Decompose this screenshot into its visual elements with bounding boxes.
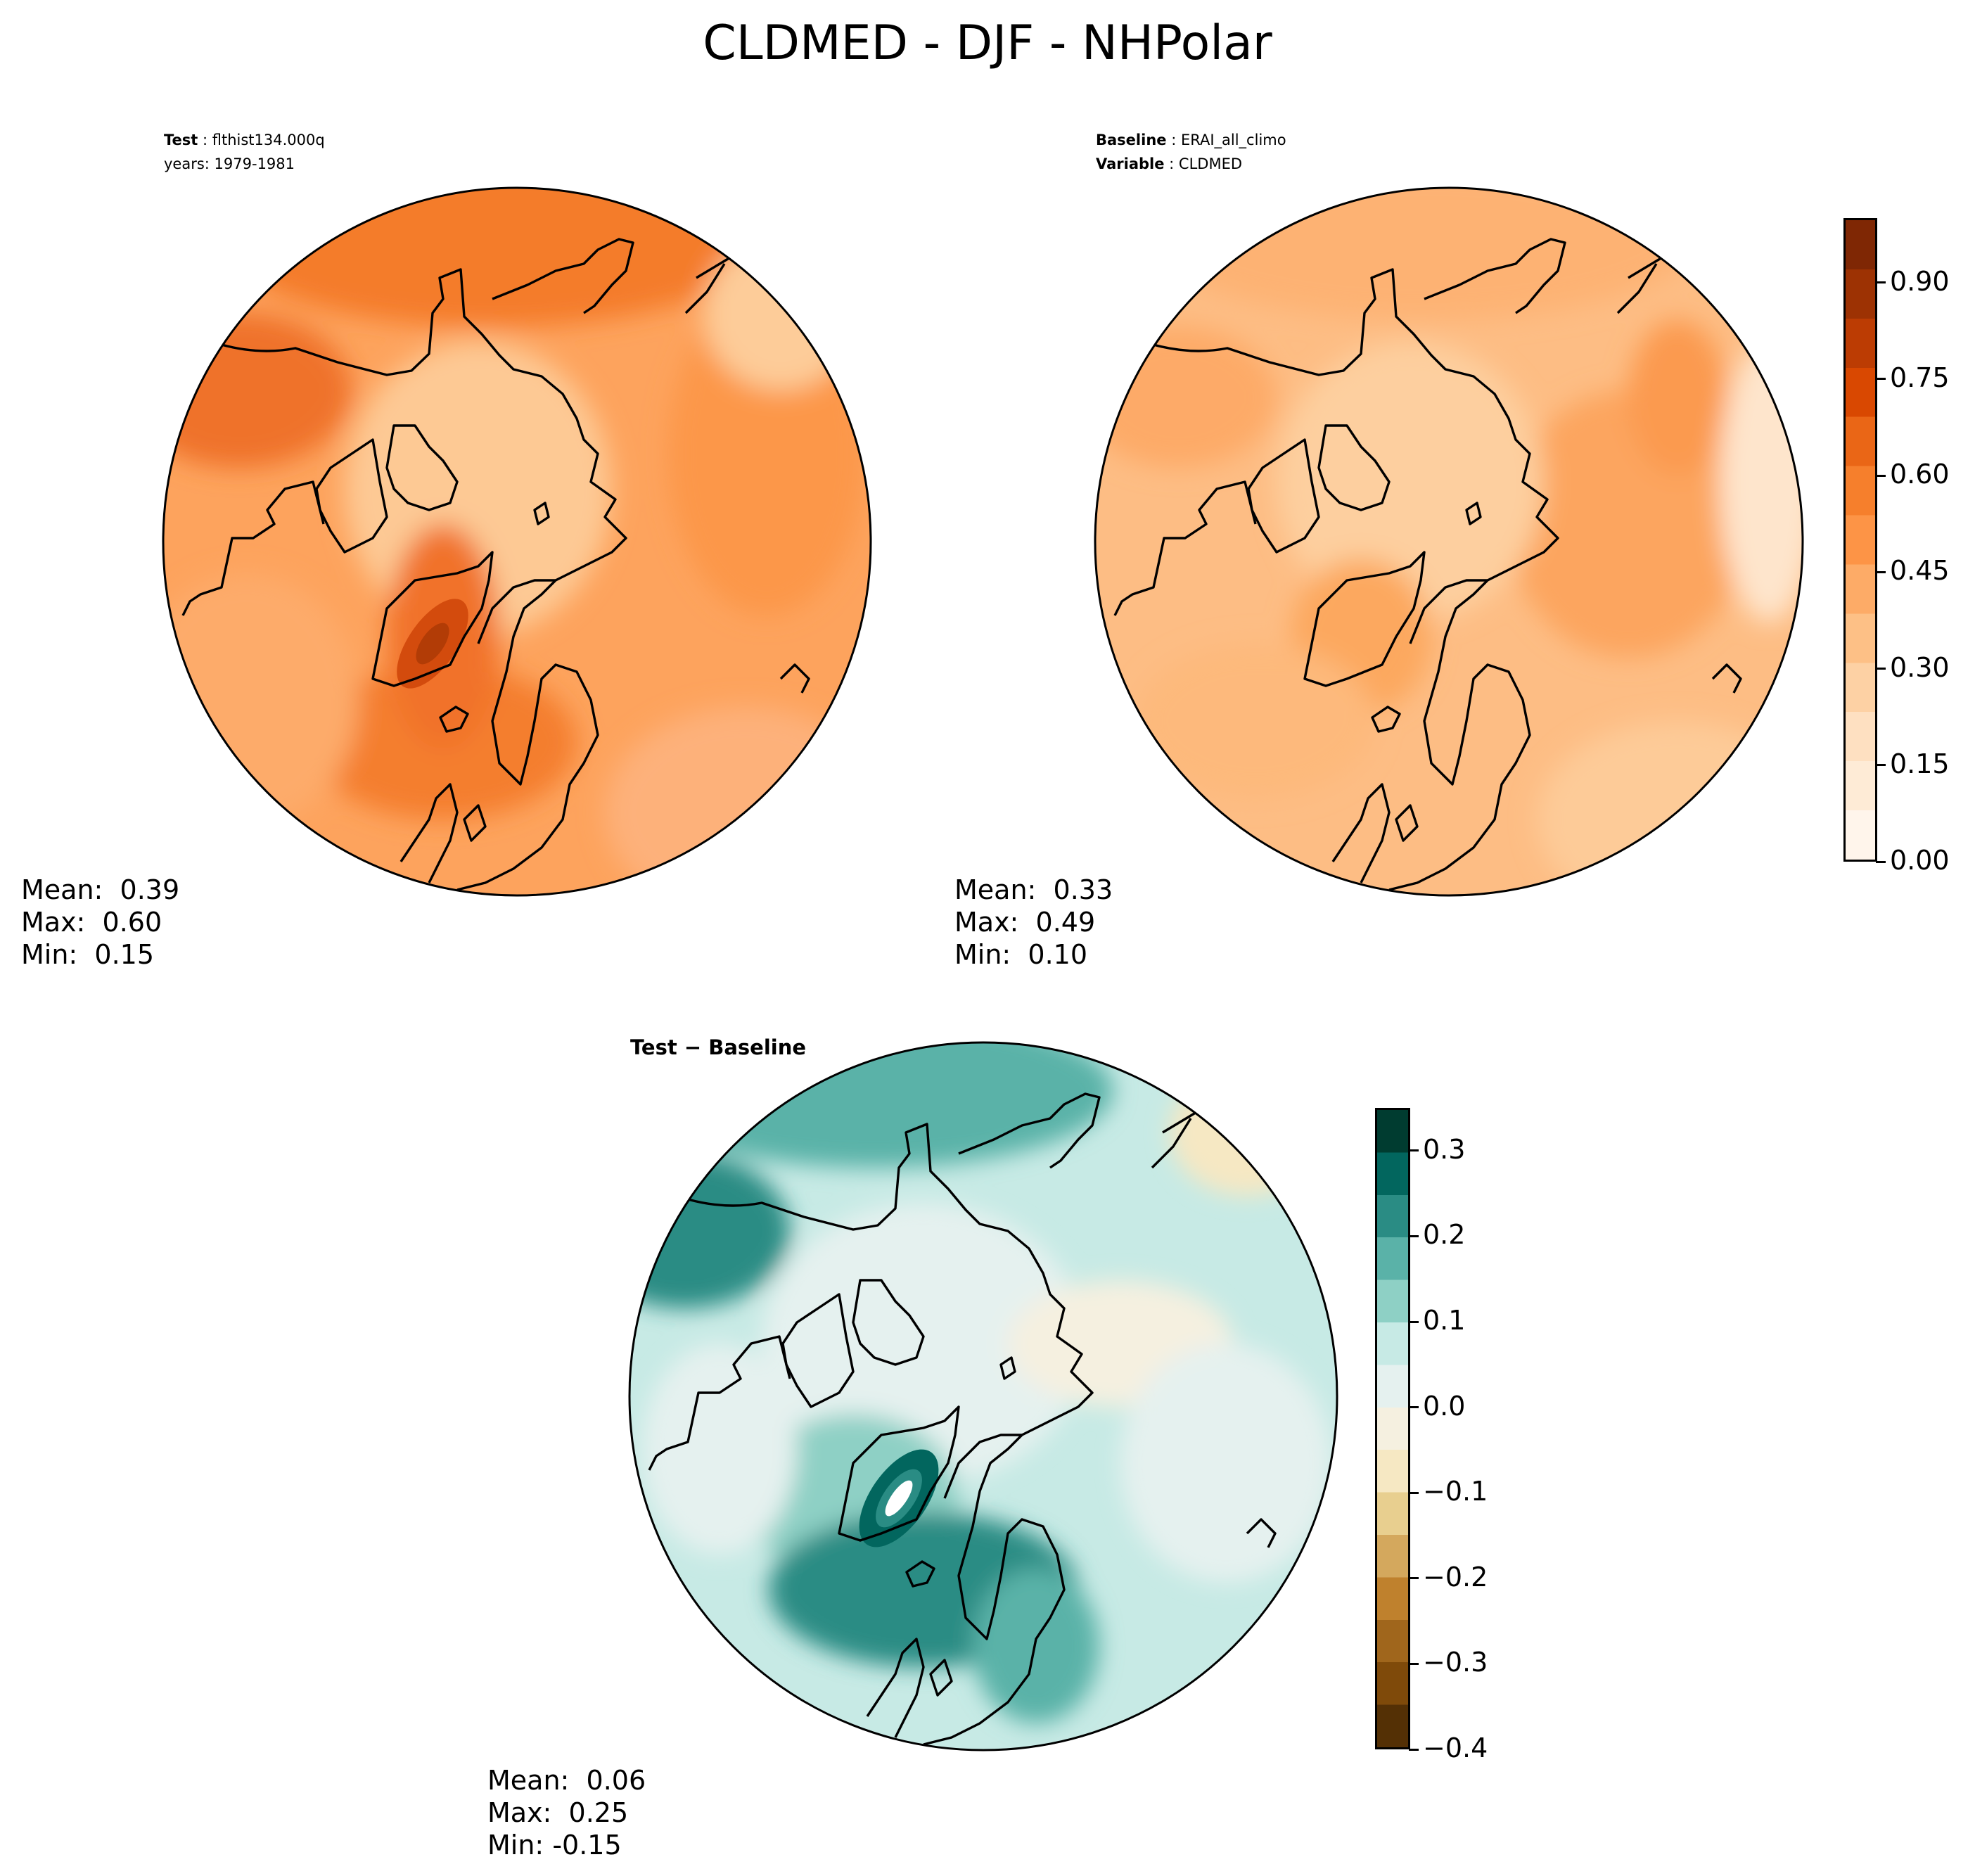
main-colorbar-tick-label: 0.90 (1890, 265, 1950, 297)
diff-max-value: 0.25 (568, 1797, 629, 1828)
main-colorbar-tick-label: 0.60 (1890, 459, 1950, 490)
diff-colorbar-tick-mark (1409, 1234, 1419, 1237)
baseline-variable-value: CLDMED (1178, 155, 1243, 172)
diff-min-value: -0.15 (552, 1830, 622, 1861)
main-colorbar-tick-label: 0.15 (1890, 748, 1950, 779)
main-colorbar-tick-mark (1876, 281, 1886, 283)
diff-colorbar-tick-mark (1409, 1320, 1419, 1323)
diff-colorbar-tick-label: 0.2 (1423, 1219, 1466, 1251)
diff-colorbar-tick-label: 0.0 (1423, 1390, 1466, 1422)
diff-colorbar (1375, 1108, 1410, 1749)
diff-colorbar-tick-mark (1409, 1149, 1419, 1152)
diff-colorbar-tick-label: −0.2 (1423, 1561, 1488, 1593)
test-map-border (162, 186, 872, 897)
main-colorbar-tick-mark (1876, 570, 1886, 573)
baseline-label-key: Baseline (1096, 132, 1167, 148)
diff-mean-value: 0.06 (586, 1765, 646, 1796)
baseline-stats: Mean: 0.33 Max: 0.49 Min: 0.10 (954, 874, 1113, 971)
test-years: years: 1979-1981 (164, 155, 295, 172)
test-stats: Mean: 0.39 Max: 0.60 Min: 0.15 (21, 874, 179, 971)
baseline-max-value: 0.49 (1035, 907, 1096, 938)
test-map (162, 186, 872, 897)
diff-colorbar-tick-mark (1409, 1662, 1419, 1665)
figure-title: CLDMED - DJF - NHPolar (703, 15, 1272, 71)
diff-colorbar-tick-label: −0.4 (1423, 1733, 1488, 1763)
diff-colorbar-tick-mark (1409, 1577, 1419, 1580)
diff-colorbar-tick-label: −0.3 (1423, 1647, 1488, 1678)
baseline-header: Baseline : ERAI_all_climo Variable : CLD… (1096, 132, 1286, 172)
main-colorbar-tick-label: 0.30 (1890, 651, 1950, 683)
test-min-value: 0.15 (94, 939, 155, 970)
test-label-value: flthist134.000q (212, 132, 325, 148)
main-colorbar-tick-mark (1876, 474, 1886, 477)
test-max-value: 0.60 (102, 907, 162, 938)
coastlines (181, 199, 810, 891)
diff-colorbar-tick-mark (1409, 1406, 1419, 1409)
diff-field (629, 1042, 1337, 1750)
main-colorbar-tick-mark (1876, 378, 1886, 381)
baseline-variable-key: Variable (1096, 155, 1165, 172)
main-colorbar-tick-label: 0.45 (1890, 555, 1950, 587)
test-label-key: Test (164, 132, 198, 148)
test-min-label: Min: (21, 939, 78, 970)
main-colorbar (1843, 218, 1877, 862)
diff-colorbar-tick-label: 0.3 (1423, 1133, 1466, 1165)
diff-colorbar-tick-mark (1409, 1748, 1419, 1751)
baseline-field (1095, 188, 1803, 895)
baseline-map-border (1094, 186, 1804, 897)
baseline-label-value: ERAI_all_climo (1180, 132, 1286, 148)
main-colorbar-tick-mark (1876, 668, 1886, 670)
test-mean-label: Mean: (21, 874, 103, 905)
diff-map-border (628, 1041, 1338, 1751)
diff-colorbar-tick-mark (1409, 1491, 1419, 1494)
diff-header: Test − Baseline (630, 1035, 807, 1059)
diff-mean-label: Mean: (487, 1765, 570, 1796)
main-colorbar-tick-label: 0.00 (1890, 845, 1950, 876)
diff-min-label: Min: (487, 1830, 544, 1861)
main-colorbar-tick-mark (1876, 860, 1886, 863)
diff-max-label: Max: (487, 1797, 552, 1828)
baseline-min-label: Min: (954, 939, 1011, 970)
baseline-min-value: 0.10 (1028, 939, 1088, 970)
main-colorbar-tick-label: 0.75 (1890, 362, 1950, 393)
diff-colorbar-tick-label: −0.1 (1423, 1476, 1488, 1507)
baseline-map (1094, 186, 1804, 897)
baseline-max-label: Max: (954, 907, 1019, 938)
baseline-mean-label: Mean: (954, 874, 1037, 905)
test-header: Test : flthist134.000q years: 1979-1981 (164, 132, 325, 172)
diff-map (628, 1041, 1338, 1751)
test-mean-value: 0.39 (120, 874, 180, 905)
diff-colorbar-tick-label: 0.1 (1423, 1305, 1466, 1336)
main-colorbar-tick-mark (1876, 764, 1886, 767)
baseline-mean-value: 0.33 (1053, 874, 1113, 905)
test-max-label: Max: (21, 907, 86, 938)
diff-stats: Mean: 0.06 Max: 0.25 Min: -0.15 (487, 1764, 646, 1861)
